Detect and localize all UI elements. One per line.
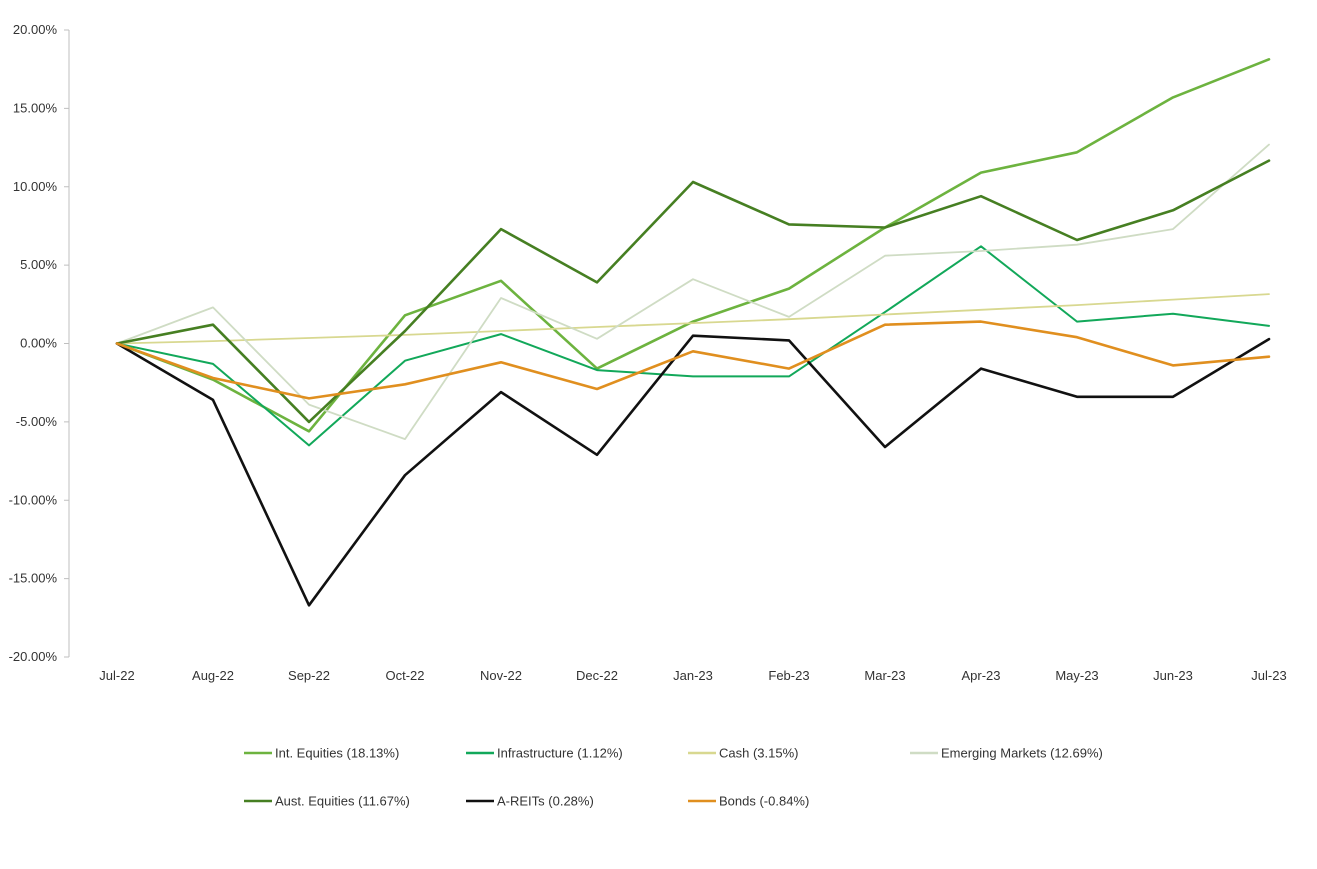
- legend-item: Emerging Markets (12.69%): [910, 746, 1103, 761]
- x-tick-label: Dec-22: [576, 668, 618, 683]
- legend-item: Cash (3.15%): [688, 746, 798, 761]
- legend-item: A-REITs (0.28%): [466, 794, 594, 809]
- y-tick-label: -10.00%: [9, 492, 58, 507]
- legend-label: A-REITs (0.28%): [497, 794, 594, 809]
- legend-label: Cash (3.15%): [719, 746, 798, 761]
- y-tick-label: 20.00%: [13, 22, 58, 37]
- legend-item: Bonds (-0.84%): [688, 794, 809, 809]
- x-tick-label: Jul-22: [99, 668, 134, 683]
- legend-label: Bonds (-0.84%): [719, 794, 809, 809]
- y-tick-label: -5.00%: [16, 414, 58, 429]
- legend-item: Int. Equities (18.13%): [244, 746, 399, 761]
- x-tick-label: Jun-23: [1153, 668, 1193, 683]
- y-tick-label: 10.00%: [13, 179, 58, 194]
- series-line-5: [115, 334, 1271, 607]
- y-tick-label: 15.00%: [13, 100, 58, 115]
- x-tick-label: Apr-23: [961, 668, 1000, 683]
- legend: Int. Equities (18.13%) Infrastructure (1.…: [244, 746, 1103, 809]
- y-tick-label: 0.00%: [20, 336, 57, 351]
- x-tick-label: Mar-23: [864, 668, 905, 683]
- x-tick-label: Jan-23: [673, 668, 713, 683]
- x-tick-label: Oct-22: [385, 668, 424, 683]
- x-tick-label: Jul-23: [1251, 668, 1286, 683]
- x-tick-label: Sep-22: [288, 668, 330, 683]
- y-tick-label: 5.00%: [20, 257, 57, 272]
- x-tick-label: Nov-22: [480, 668, 522, 683]
- x-axis: Jul-22 Aug-22 Sep-22 Oct-22 Nov-22 Dec-22 Jan-…: [99, 668, 1286, 683]
- legend-item: Infrastructure (1.12%): [466, 746, 623, 761]
- legend-item: Aust. Equities (11.67%): [244, 794, 410, 809]
- series-line-0: [115, 57, 1271, 433]
- series-line-1: [116, 245, 1270, 447]
- x-tick-label: Aug-22: [192, 668, 234, 683]
- legend-label: Int. Equities (18.13%): [275, 746, 399, 761]
- x-tick-label: May-23: [1055, 668, 1098, 683]
- x-tick-label: Feb-23: [768, 668, 809, 683]
- legend-label: Emerging Markets (12.69%): [941, 746, 1103, 761]
- legend-label: Infrastructure (1.12%): [497, 746, 623, 761]
- series-line-3: [116, 143, 1270, 441]
- y-axis: 20.00% 15.00% 10.00% 5.00% 0.00% -5.00% -10.00…: [9, 22, 70, 664]
- series-line-2: [116, 293, 1270, 345]
- y-tick-label: -20.00%: [9, 649, 58, 664]
- series-line-6: [115, 320, 1271, 400]
- series-layer: [115, 57, 1271, 607]
- y-tick-label: -15.00%: [9, 571, 58, 586]
- legend-label: Aust. Equities (11.67%): [275, 794, 410, 809]
- series-line-4: [115, 159, 1271, 424]
